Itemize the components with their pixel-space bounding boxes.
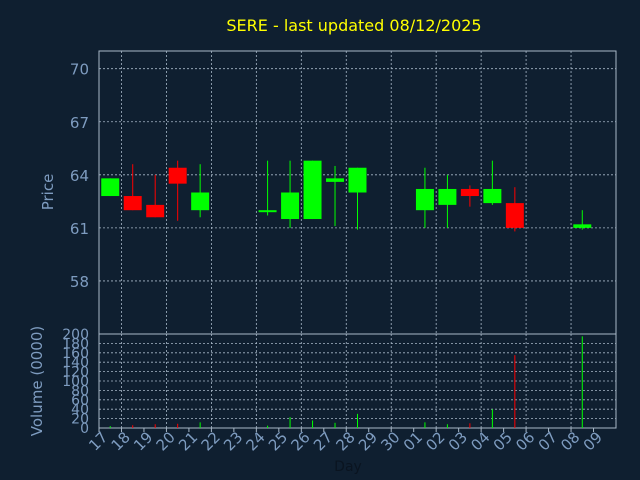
candle-body bbox=[168, 167, 187, 184]
candle-body bbox=[123, 196, 142, 211]
volume-tick-label: 180 bbox=[62, 336, 89, 352]
price-axis-label: Price bbox=[39, 174, 57, 211]
x-axis-label: Day bbox=[334, 459, 362, 475]
price-panel: 58 61 64 67 70 bbox=[70, 50, 617, 335]
candle-body bbox=[146, 204, 165, 218]
volume-tick-label: 200 bbox=[62, 327, 89, 343]
candle-body bbox=[348, 167, 367, 193]
candle-body bbox=[101, 178, 120, 197]
volume-tick-label: 20 bbox=[71, 412, 89, 428]
chart-title: SERE - last updated 08/12/2025 bbox=[226, 16, 481, 35]
price-tick-label: 70 bbox=[70, 61, 89, 79]
price-tick-label: 64 bbox=[70, 167, 89, 185]
candle-body bbox=[483, 188, 502, 204]
candle-body bbox=[303, 160, 322, 220]
volume-tick-label: 120 bbox=[62, 365, 89, 381]
volume-tick-label: 80 bbox=[71, 383, 89, 399]
volume-tick-label: 140 bbox=[62, 355, 89, 371]
price-tick-label: 67 bbox=[70, 114, 89, 132]
volume-tick-label: 0 bbox=[80, 421, 89, 437]
x-tick-label: 09 bbox=[580, 428, 606, 454]
candle-body bbox=[505, 203, 524, 228]
candle-body bbox=[191, 192, 210, 211]
candle-body bbox=[573, 224, 592, 228]
x-axis: 1718192021222324252627282930010203040506… bbox=[85, 428, 606, 454]
price-tick-label: 61 bbox=[70, 220, 89, 238]
volume-axis-label: Volume (0000) bbox=[28, 326, 46, 436]
candle-body bbox=[415, 188, 434, 211]
volume-tick-label: 60 bbox=[71, 393, 89, 409]
volume-tick-label: 40 bbox=[71, 402, 89, 418]
candle-body bbox=[281, 192, 300, 220]
candle-body bbox=[326, 178, 345, 182]
candle-body bbox=[460, 188, 479, 197]
candle-body bbox=[258, 210, 277, 213]
volume-tick-label: 160 bbox=[62, 346, 89, 362]
price-tick-label: 58 bbox=[70, 273, 89, 291]
volume-tick-label: 100 bbox=[62, 374, 89, 390]
candle-body bbox=[438, 188, 457, 205]
